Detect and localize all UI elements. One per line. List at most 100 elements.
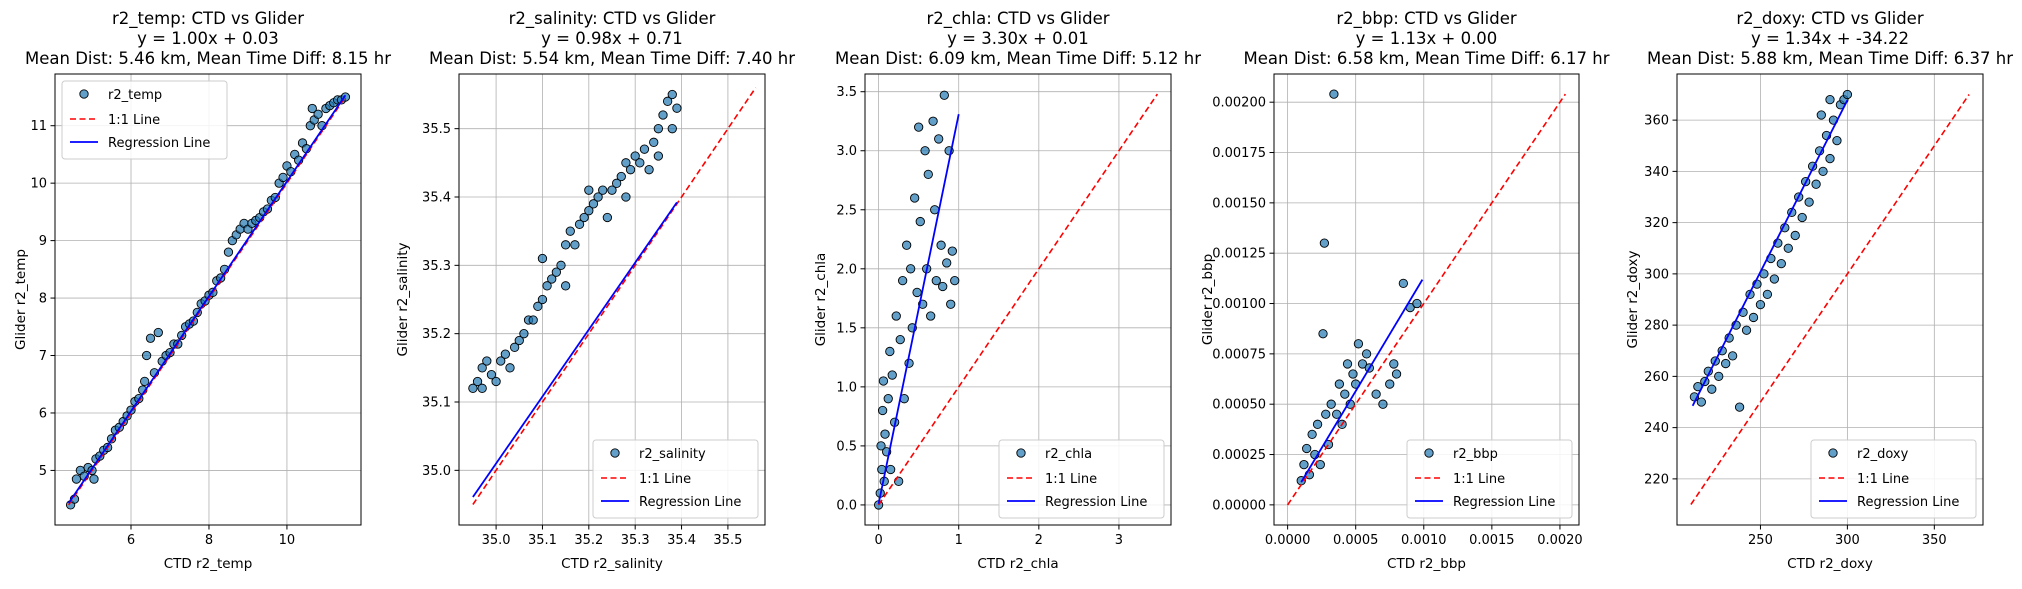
x-tick-label: 10 xyxy=(279,533,296,548)
scatter-point xyxy=(887,370,897,380)
y-tick-label: 35.3 xyxy=(422,259,451,274)
scatter-point xyxy=(565,226,575,236)
scatter-point xyxy=(616,171,626,182)
y-tick-label: 9 xyxy=(39,234,47,249)
scatter-point xyxy=(910,193,920,203)
scatter-point xyxy=(1340,389,1350,399)
scatter-point xyxy=(1755,299,1766,310)
x-axis-label: CTD r2_temp xyxy=(164,556,253,572)
axes-frame xyxy=(1273,73,1580,526)
scatter-point xyxy=(570,240,580,250)
legend: r2_chla 1:1 Line Regression Line xyxy=(998,439,1165,519)
chart-title-line: r2_chla: CTD vs Glider xyxy=(926,9,1109,29)
scatter-point xyxy=(313,109,323,119)
scatter-point xyxy=(533,301,543,311)
scatter-point xyxy=(621,192,631,202)
legend-label: Regression Line xyxy=(1857,495,1959,510)
chart-title-line: Mean Dist: 5.46 km, Mean Time Diff: 8.15… xyxy=(25,49,391,68)
scatter-point xyxy=(1385,379,1395,389)
scatter-point xyxy=(307,103,317,114)
scatter-point xyxy=(942,258,952,268)
chart-title-line: Mean Dist: 6.58 km, Mean Time Diff: 6.17… xyxy=(1244,49,1610,68)
legend-marker-points xyxy=(1424,448,1434,458)
chart-title-line: y = 1.00x + 0.03 xyxy=(137,29,279,48)
chart-title-line: r2_doxy: CTD vs Glider xyxy=(1736,9,1923,29)
y-tick-label: 240 xyxy=(1644,421,1669,436)
legend-box xyxy=(592,439,759,519)
y-tick-label: 2.5 xyxy=(836,203,857,218)
legend-label: r2_chla xyxy=(1045,447,1092,462)
x-tick-label: 35.5 xyxy=(713,533,742,548)
scatter-point xyxy=(891,311,901,321)
scatter-point xyxy=(1315,459,1325,470)
x-axis-label: CTD r2_chla xyxy=(977,556,1058,572)
scatter-point xyxy=(598,185,608,195)
plot-area xyxy=(1286,89,1567,506)
x-tick-label: 250 xyxy=(1748,533,1773,548)
scatter-point xyxy=(1734,402,1745,412)
panel-r2_salinity: 35.0 35.1 35.2 35.3 35.4 35.5 35.0 35.1 35.2 35.3… xyxy=(395,9,795,572)
axes-frame xyxy=(458,73,766,526)
chart-title-line: Mean Dist: 5.54 km, Mean Time Diff: 7.40… xyxy=(429,49,795,68)
y-axis-label: Glider r2_salinity xyxy=(395,243,411,357)
y-tick-label: 0.0 xyxy=(836,498,857,513)
y-tick-label: 1.5 xyxy=(836,321,857,336)
y-tick-label: 0.00000 xyxy=(1212,498,1266,513)
scatter-point xyxy=(1412,298,1422,309)
legend-label: 1:1 Line xyxy=(1453,472,1505,487)
y-tick-label: 0.00175 xyxy=(1212,146,1266,161)
chart-title-line: y = 1.13x + 0.00 xyxy=(1356,29,1498,48)
x-tick-label: 8 xyxy=(205,533,213,548)
scatter-point xyxy=(491,376,501,387)
scatter-point xyxy=(1776,258,1786,269)
y-tick-label: 320 xyxy=(1644,216,1669,231)
scatter-point xyxy=(946,299,956,309)
x-tick-label: 35.0 xyxy=(482,533,511,548)
scatter-point xyxy=(920,146,930,156)
y-tick-label: 7 xyxy=(39,349,47,364)
scatter-point xyxy=(1302,443,1312,454)
regression-line xyxy=(472,201,678,498)
regression-line xyxy=(67,94,347,504)
y-tick-label: 6 xyxy=(39,406,47,421)
plot-area xyxy=(65,92,351,510)
x-tick-label: 2 xyxy=(1035,533,1043,548)
scatter-point xyxy=(1825,94,1835,105)
scatter-point xyxy=(876,441,886,451)
y-tick-label: 11 xyxy=(30,119,47,134)
scatter-point xyxy=(496,356,506,366)
scatter-point xyxy=(926,311,936,321)
scatter-point xyxy=(1714,371,1724,382)
scatter-point xyxy=(1389,359,1399,369)
scatter-point xyxy=(914,122,924,132)
scatter-point xyxy=(482,356,492,366)
scatter-point xyxy=(519,329,529,339)
scatter-point xyxy=(560,281,571,291)
x-tick-label: 0.0010 xyxy=(1401,533,1447,548)
x-axis-label: CTD r2_doxy xyxy=(1787,556,1873,572)
scatter-point xyxy=(145,333,156,343)
x-tick-label: 0.0020 xyxy=(1537,533,1583,548)
chart-title-line: r2_temp: CTD vs Glider xyxy=(112,9,304,29)
x-tick-label: 300 xyxy=(1835,533,1860,548)
chart-title-line: Mean Dist: 6.09 km, Mean Time Diff: 5.12… xyxy=(835,49,1201,68)
legend-label: 1:1 Line xyxy=(1045,472,1097,487)
scatter-point xyxy=(153,327,163,338)
y-tick-label: 0.00075 xyxy=(1212,347,1266,362)
y-tick-label: 300 xyxy=(1644,267,1669,282)
scatter-point xyxy=(1727,351,1738,361)
legend-label: r2_doxy xyxy=(1857,447,1909,462)
scatter-point xyxy=(89,474,99,484)
panel-r2_temp: 6 8 10 5 6 7 8 9 10 11 CTD r2_temp Glider r2_temp r2… xyxy=(13,9,391,572)
y-tick-label: 35.2 xyxy=(422,327,451,342)
grid xyxy=(459,74,765,525)
axes-frame xyxy=(54,73,362,526)
scatter-point xyxy=(1842,89,1853,100)
scatter-point xyxy=(667,124,677,134)
x-tick-label: 35.2 xyxy=(574,533,603,548)
scatter-point xyxy=(1348,369,1358,379)
y-tick-label: 2.0 xyxy=(836,262,857,277)
scatter-point xyxy=(579,212,589,223)
scatter-point xyxy=(1721,358,1731,369)
